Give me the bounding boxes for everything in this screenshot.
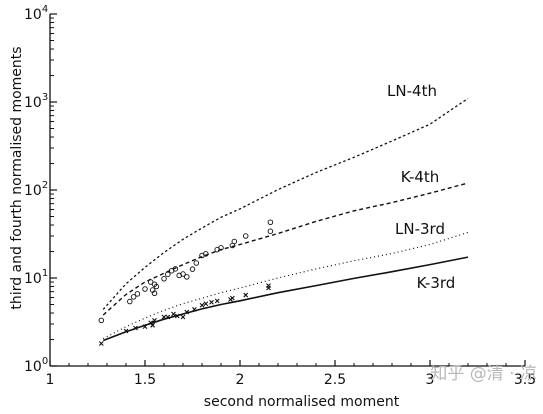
- data-point-circle: [189, 266, 196, 272]
- data-point-cross: [209, 299, 214, 305]
- label-ln-4th: LN-4th: [387, 82, 437, 100]
- data-point-cross: [180, 314, 186, 320]
- x-tick-label-3.5: 3.5: [514, 372, 536, 388]
- data-point-circle: [184, 274, 190, 280]
- data-point-circle: [142, 286, 148, 292]
- y-tick-label-0: 100: [24, 356, 48, 375]
- data-point-cross: [150, 322, 155, 328]
- data-point-circle: [193, 260, 200, 266]
- curve-k-4th: [102, 182, 469, 316]
- data-point-cross: [199, 302, 205, 308]
- data-point-cross: [266, 283, 271, 288]
- data-point-cross: [192, 306, 197, 312]
- data-point-circle: [130, 294, 137, 300]
- data-point-circle: [161, 276, 167, 282]
- data-point-cross: [165, 314, 171, 320]
- data-point-cross: [214, 298, 220, 304]
- data-point-cross: [230, 295, 235, 301]
- data-point-circle: [267, 219, 274, 226]
- watermark: 知乎 @清 · 凉: [430, 364, 537, 384]
- label-k-3rd: K-3rd: [417, 274, 456, 292]
- data-point-cross: [152, 317, 157, 323]
- y-tick-label-2: 102: [24, 180, 48, 199]
- data-point-cross: [171, 311, 176, 317]
- x-axis-title: second normalised moment: [204, 394, 400, 410]
- labels: LN-4th K-4th LN-3rd K-3rd: [387, 82, 455, 292]
- data-point-cross: [142, 324, 148, 330]
- data-point-cross: [161, 314, 167, 320]
- data-point-cross: [174, 313, 180, 319]
- data-point-circle: [153, 283, 160, 290]
- data-point-cross: [123, 328, 129, 334]
- x-tick-label-2.5: 2.5: [324, 372, 346, 388]
- y-tick-label-4: 104: [24, 4, 48, 23]
- x-tick-label-1: 1: [46, 372, 55, 388]
- markers: [98, 219, 274, 346]
- data-point-cross: [203, 301, 209, 307]
- data-point-circle: [218, 245, 224, 251]
- data-point-circle: [231, 238, 238, 245]
- data-point-circle: [165, 271, 171, 278]
- curve-ln-3rd: [102, 231, 469, 340]
- label-ln-3rd: LN-3rd: [395, 220, 445, 238]
- data-point-cross: [98, 341, 104, 346]
- data-point-circle: [172, 266, 179, 272]
- y-tick-label-1: 101: [24, 268, 48, 287]
- data-point-cross: [243, 292, 249, 298]
- data-point-circle: [203, 251, 209, 257]
- curve-k-3rd: [102, 256, 469, 342]
- curve-ln-4th: [102, 97, 469, 310]
- data-point-circle: [242, 233, 249, 239]
- x-tick-label-3: 3: [426, 372, 435, 388]
- data-point-circle: [134, 291, 141, 297]
- y-tick-label-3: 103: [24, 92, 48, 111]
- data-point-circle: [98, 317, 105, 324]
- data-point-circle: [267, 228, 274, 234]
- label-k-4th: K-4th: [401, 168, 440, 186]
- x-tick-label-2: 2: [236, 372, 245, 388]
- data-point-cross: [133, 325, 138, 331]
- data-point-circle: [180, 271, 186, 277]
- curves: [102, 97, 469, 342]
- data-point-cross: [184, 309, 190, 315]
- data-point-circle: [127, 298, 133, 305]
- y-axis-title: third and fourth normalised moments: [9, 46, 25, 309]
- x-tick-label-1.5: 1.5: [134, 372, 156, 388]
- data-point-circle: [151, 290, 158, 297]
- axes: 1 1.5 2 2.5 3 3.5 100 101 102 103 104 second normal…: [9, 4, 536, 410]
